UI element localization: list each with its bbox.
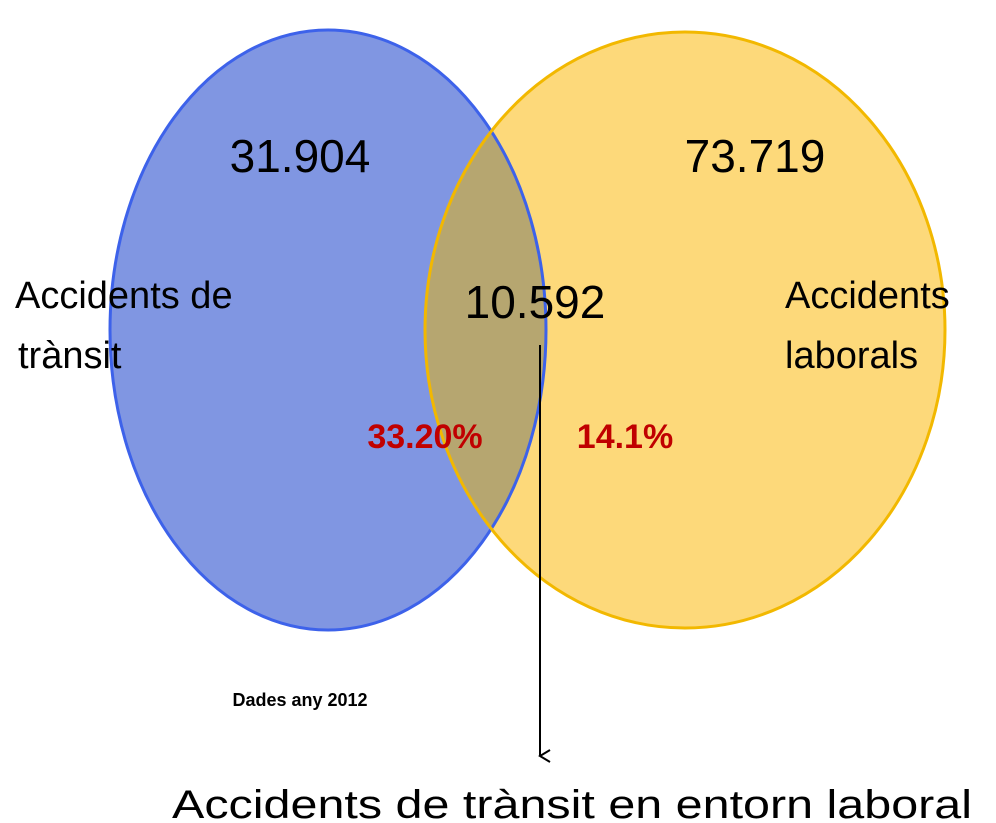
set-a-fill	[110, 30, 546, 630]
set-a-outline	[108, 28, 548, 632]
set-b-label: Accidents	[785, 275, 950, 317]
set-a-label: Accidents de	[15, 275, 233, 317]
intersection-count: 10.592	[465, 276, 606, 328]
set-b-outline	[423, 30, 947, 630]
note: Dades any 2012	[232, 690, 367, 710]
set-b-share: 14.1%	[577, 418, 673, 456]
set-b-label: laborals	[785, 335, 918, 377]
set-a-label: trànsit	[18, 335, 122, 377]
set-a-share: 33.20%	[367, 418, 482, 456]
set-b-count: 73.719	[685, 130, 826, 182]
arrow-label: Accidents de trànsit en entorn laboral	[172, 783, 972, 823]
set-b-fill	[425, 32, 945, 628]
set-a-count: 31.904	[230, 130, 371, 182]
